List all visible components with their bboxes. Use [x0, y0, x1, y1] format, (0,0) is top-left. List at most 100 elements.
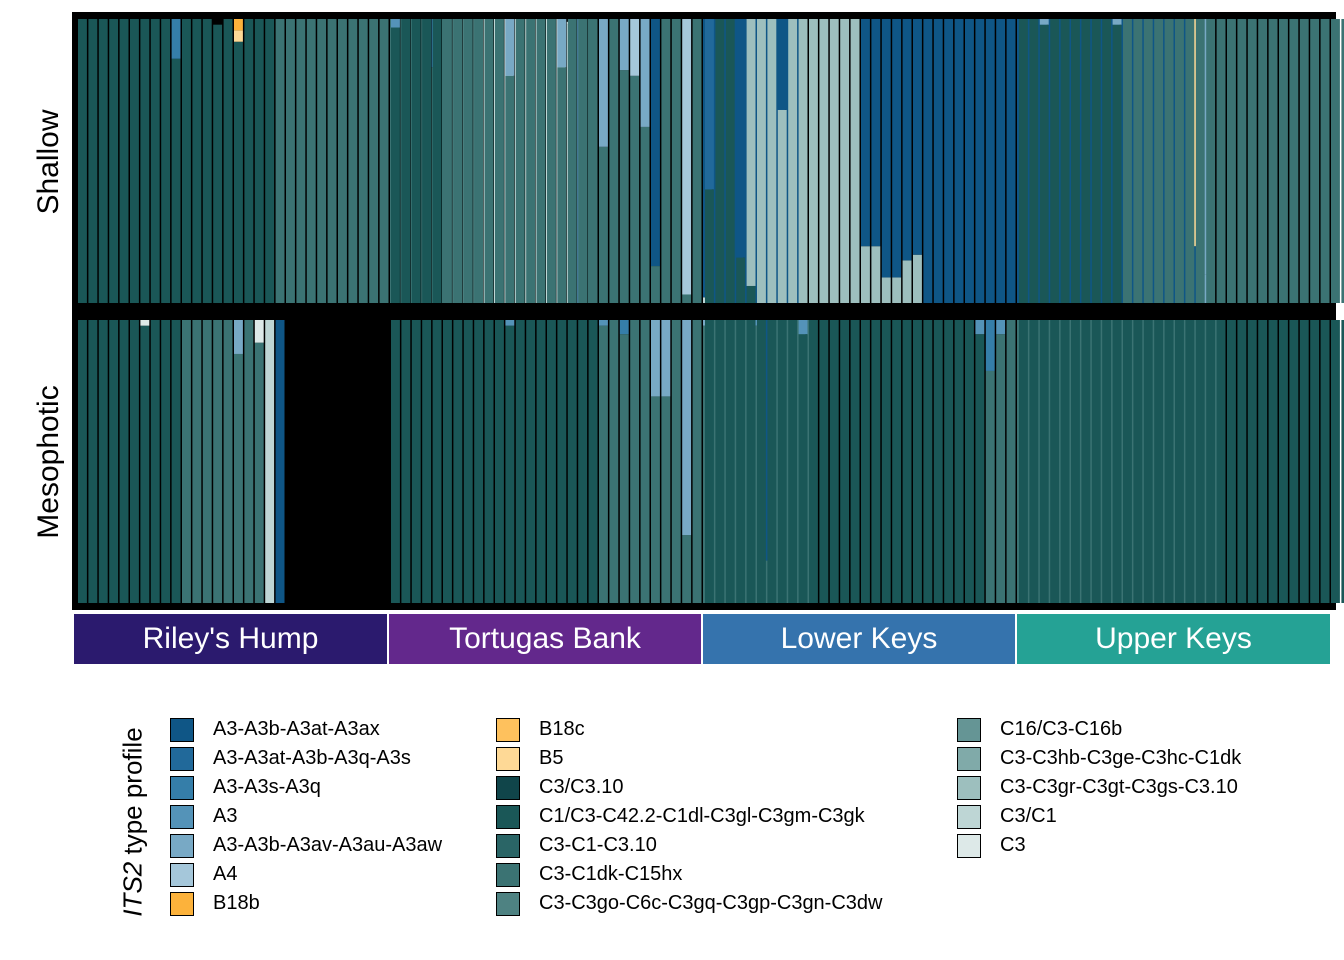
bar-segment — [327, 19, 337, 303]
bar-segment — [777, 109, 787, 303]
bar-segment — [599, 19, 608, 147]
bar-segment — [640, 126, 650, 303]
bar-segment — [1341, 320, 1344, 603]
bar-segment — [923, 19, 933, 303]
bar-segment — [682, 19, 692, 295]
bar-segment — [1029, 19, 1039, 303]
bar-segment — [88, 320, 98, 603]
bar-segment — [244, 19, 254, 303]
bar-segment — [1102, 19, 1112, 303]
bar-segment — [463, 320, 473, 603]
legend-column-1: A3-A3b-A3at-A3ax A3-A3at-A3b-A3q-A3s A3-A3… — [170, 715, 442, 918]
bar-segment — [78, 320, 87, 603]
bar-segment — [850, 320, 860, 603]
bar-segment — [619, 19, 629, 71]
bar-segment — [798, 334, 808, 603]
bar-segment — [265, 19, 275, 303]
legend-label: B18c — [539, 718, 585, 740]
bar-segment — [119, 19, 129, 303]
bar-segment — [996, 334, 1006, 603]
bar-segment — [161, 19, 171, 303]
bar-segment — [1258, 19, 1268, 303]
bar-segment — [881, 320, 891, 603]
bar-segment — [140, 19, 150, 303]
legend-swatch — [496, 862, 520, 887]
bar-segment — [913, 254, 922, 303]
bar-segment — [453, 19, 463, 303]
bar-segment — [975, 334, 985, 603]
legend-item: C1/C3-C42.2-C1dl-C3gl-C3gm-C3gk — [496, 802, 882, 831]
bar-segment — [923, 320, 933, 603]
bar-segment — [557, 19, 567, 68]
strip-label: Lower Keys — [780, 622, 938, 655]
bar-segment — [109, 320, 119, 603]
bar-segment — [1143, 19, 1153, 303]
bar-segment — [861, 246, 870, 303]
bar-segment — [578, 320, 588, 603]
bar-segment — [1206, 19, 1216, 303]
bar-segment — [913, 19, 922, 255]
panel-7 — [1019, 320, 1344, 603]
legend-item: B5 — [496, 744, 882, 773]
bar-segment — [1039, 19, 1049, 25]
bar-segment — [484, 19, 494, 303]
bar-segment — [588, 320, 598, 603]
bar-segment — [715, 320, 725, 603]
bar-segment — [1123, 19, 1132, 303]
bar-segment — [515, 320, 525, 603]
legend-swatch — [170, 746, 194, 771]
bar-segment — [975, 320, 985, 335]
bar-segment — [809, 19, 818, 303]
bar-segment — [746, 320, 756, 603]
bar-segment — [1237, 19, 1247, 303]
bar-segment — [422, 19, 432, 303]
bar-segment — [150, 320, 160, 603]
bar-segment — [495, 19, 504, 303]
bar-segment — [182, 19, 191, 303]
bar-segment — [1164, 320, 1174, 603]
bar-segment — [1320, 19, 1330, 303]
bar-segment — [547, 320, 556, 603]
bar-segment — [1320, 320, 1330, 603]
legend-label: A3-A3b-A3at-A3ax — [213, 718, 380, 740]
bar-segment — [1279, 19, 1288, 303]
legend-item: A3-A3s-A3q — [170, 773, 442, 802]
bar-segment — [609, 19, 619, 303]
bar-segment — [630, 320, 640, 603]
bar-segment — [130, 19, 139, 303]
legend-swatch — [170, 891, 194, 916]
legend-item: B18c — [496, 715, 882, 744]
row-label-shallow: Shallow — [32, 109, 65, 215]
bar-segment — [819, 320, 829, 603]
bar-segment — [1331, 320, 1340, 603]
bar-segment — [871, 246, 881, 303]
bar-segment — [892, 320, 902, 603]
bar-segment — [171, 19, 181, 59]
legend-item: C3-C3gr-C3gt-C3gs-C3.10 — [957, 773, 1241, 802]
bar-segment — [788, 320, 798, 603]
bar-segment — [829, 320, 839, 603]
bar-segment — [651, 266, 660, 303]
bar-segment — [443, 320, 452, 603]
bar-segment — [1247, 19, 1257, 303]
bar-segment — [819, 19, 829, 303]
bar-segment — [1268, 320, 1278, 603]
bar-segment — [495, 320, 504, 603]
legend-label: C3 — [1000, 834, 1026, 856]
legend-item: A3-A3b-A3av-A3au-A3aw — [170, 831, 442, 860]
bar-segment — [725, 320, 735, 603]
bar-segment — [965, 320, 974, 603]
bar-segment — [954, 320, 964, 603]
panel-3 — [1019, 19, 1344, 304]
bar-segment — [401, 320, 411, 603]
row-label-mesophotic: Mesophotic — [32, 385, 65, 539]
bar-segment — [547, 19, 556, 303]
legend-swatch — [170, 775, 194, 800]
bar-segment — [671, 320, 681, 603]
bar-segment — [422, 320, 432, 603]
bar-segment — [736, 19, 746, 258]
bar-segment — [1133, 320, 1143, 603]
bar-segment — [767, 320, 777, 603]
bar-segment — [1071, 320, 1080, 603]
bar-segment — [140, 320, 150, 326]
